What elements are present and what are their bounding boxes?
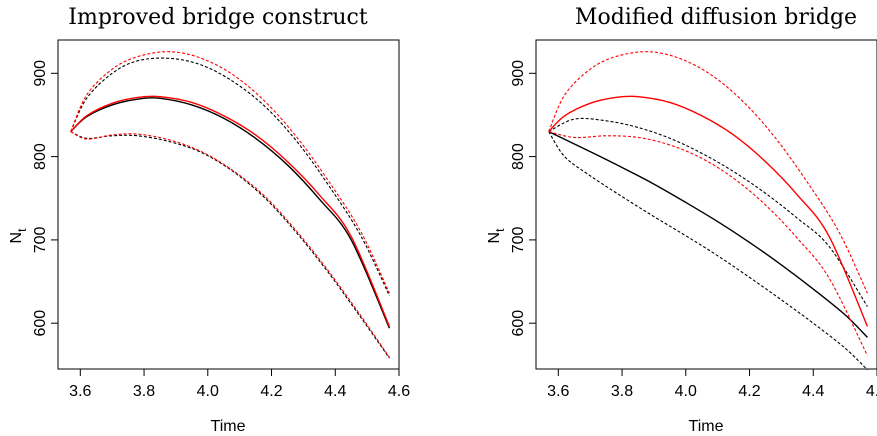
x-tick-label: 4.6 bbox=[388, 383, 410, 400]
chart-panel-improved-bridge: Improved bridge construct Time Nt 3.6 3.8… bbox=[8, 5, 410, 435]
y-tick-label: 700 bbox=[510, 226, 527, 253]
y-tick-label: 800 bbox=[32, 143, 49, 170]
x-tick-label: 4.0 bbox=[675, 383, 697, 400]
chart-panel-modified-diffusion-bridge: Modified diffusion bridge Time Nt 3.6 3.8… bbox=[486, 5, 877, 435]
series-line-red-solid-3 bbox=[70, 95, 391, 327]
y-tick-label: 700 bbox=[32, 226, 49, 253]
x-tick-label: 4.2 bbox=[260, 383, 282, 400]
plot-frame bbox=[57, 39, 400, 370]
x-axis-label: Time bbox=[211, 418, 246, 435]
series-line-black-dashed-1 bbox=[548, 117, 868, 307]
series-line-black-dashed-2 bbox=[548, 131, 868, 371]
series-line-red-dashed-4 bbox=[548, 51, 868, 294]
series-group bbox=[548, 51, 869, 371]
plot-frame bbox=[535, 39, 877, 370]
svg-text:Nt: Nt bbox=[486, 228, 507, 244]
x-tick-label: 3.6 bbox=[547, 383, 569, 400]
y-axis-label-main: N bbox=[8, 232, 25, 244]
y-axis-label: Nt bbox=[486, 228, 507, 244]
x-tick-label: 4.4 bbox=[324, 383, 346, 400]
series-line-black-dashed-1 bbox=[70, 57, 390, 296]
x-tick-label: 3.8 bbox=[133, 383, 155, 400]
chart-title: Modified diffusion bridge bbox=[575, 5, 857, 30]
y-axis: 600 700 800 900 bbox=[510, 60, 536, 337]
y-tick-label: 900 bbox=[510, 60, 527, 87]
chart-title: Improved bridge construct bbox=[68, 5, 368, 30]
series-line-red-dashed-4 bbox=[70, 51, 390, 294]
x-tick-label: 3.6 bbox=[69, 383, 91, 400]
y-axis-label: Nt bbox=[8, 228, 29, 244]
series-line-red-dashed-5 bbox=[70, 131, 390, 358]
y-axis-label-main: N bbox=[486, 232, 503, 244]
series-line-black-solid-0 bbox=[70, 97, 391, 329]
x-tick-label: 4.2 bbox=[738, 383, 760, 400]
series-line-black-dashed-2 bbox=[70, 131, 390, 359]
svg-text:Nt: Nt bbox=[8, 228, 29, 244]
y-tick-label: 900 bbox=[32, 60, 49, 87]
x-tick-label: 4.0 bbox=[197, 383, 219, 400]
series-line-red-dashed-5 bbox=[548, 131, 868, 356]
y-tick-label: 600 bbox=[32, 310, 49, 337]
series-line-black-solid-0 bbox=[548, 130, 868, 338]
y-axis-label-subscript: t bbox=[15, 228, 29, 232]
y-axis: 600 700 800 900 bbox=[32, 60, 58, 337]
x-tick-label: 3.8 bbox=[611, 383, 633, 400]
y-tick-label: 600 bbox=[510, 310, 527, 337]
x-axis: 3.6 3.8 4.0 4.2 4.4 4.6 bbox=[69, 369, 410, 400]
x-tick-label: 4.4 bbox=[802, 383, 824, 400]
y-axis-label-subscript: t bbox=[493, 228, 507, 232]
x-tick-label: 4.6 bbox=[866, 383, 877, 400]
series-group bbox=[70, 51, 391, 359]
series-line-red-solid-3 bbox=[548, 95, 869, 327]
x-axis: 3.6 3.8 4.0 4.2 4.4 4.6 bbox=[547, 369, 877, 400]
y-tick-label: 800 bbox=[510, 143, 527, 170]
x-axis-label: Time bbox=[689, 418, 724, 435]
